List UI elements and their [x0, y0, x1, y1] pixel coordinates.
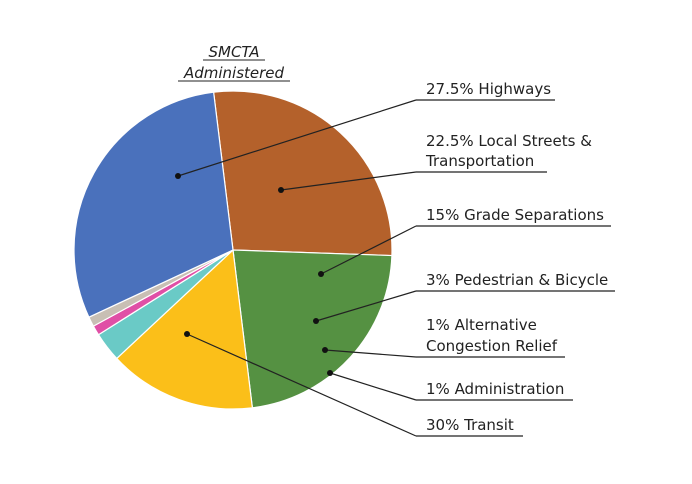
chart-title: SMCTA Administered [178, 43, 290, 82]
leader-dot-6 [184, 331, 190, 337]
chart-title-line-2: Administered [183, 64, 285, 82]
slice-label-6-line-0: 30% Transit [426, 416, 514, 434]
slice-label-4-line-0: 1% Alternative [426, 316, 537, 334]
slice-label-4-line-1: Congestion Relief [426, 337, 558, 355]
chart-title-line-1: SMCTA [209, 43, 260, 61]
leader-dot-3 [313, 318, 319, 324]
leader-dot-0 [175, 173, 181, 179]
slice-labels: 27.5% Highways 22.5% Local Streets & Trans… [425, 80, 608, 434]
slice-label-0-line-0: 27.5% Highways [426, 80, 551, 98]
pie-slice-1 [232, 249, 393, 409]
leader-line-4 [324, 349, 417, 358]
pie-slice-2 [115, 248, 254, 410]
slice-label-2-line-0: 15% Grade Separations [426, 206, 604, 224]
pie-slice-0 [212, 90, 393, 257]
leader-line-1 [280, 171, 417, 191]
leader-dot-2 [318, 271, 324, 277]
leader-line-2 [320, 225, 417, 275]
slice-label-3-line-0: 3% Pedestrian & Bicycle [426, 271, 608, 289]
leader-line-5 [329, 372, 417, 401]
leader-dot-1 [278, 187, 284, 193]
leader-dot-5 [327, 370, 333, 376]
slice-label-1-line-1: Transportation [425, 152, 534, 170]
slice-label-5-line-0: 1% Administration [426, 380, 564, 398]
slice-label-1-line-0: 22.5% Local Streets & [426, 132, 592, 150]
leader-lines [175, 99, 615, 437]
leader-line-6 [186, 333, 417, 437]
leader-line-3 [315, 290, 417, 322]
pie-slice-6 [73, 91, 234, 318]
pie-slices [73, 90, 393, 410]
leader-line-0 [177, 99, 417, 177]
leader-dot-4 [322, 347, 328, 353]
